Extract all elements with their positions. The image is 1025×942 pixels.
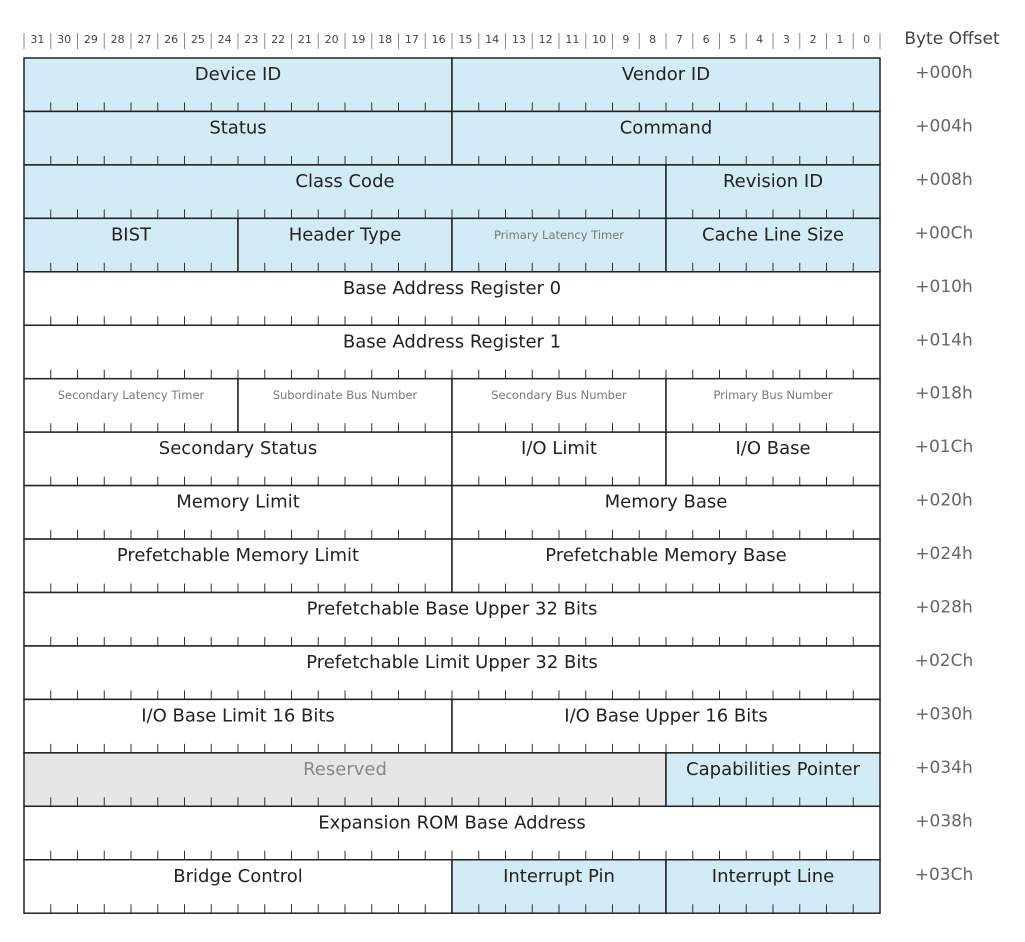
bit-number: 8 — [649, 33, 656, 46]
byte-offset: +034h — [915, 758, 972, 778]
bit-number: 19 — [351, 33, 365, 46]
bit-number: 22 — [271, 33, 285, 46]
field-label: Bridge Control — [173, 866, 302, 887]
field-label: Reserved — [303, 759, 387, 780]
byte-offset: +000h — [915, 63, 972, 83]
field-label: Memory Limit — [176, 492, 300, 513]
byte-offset: +00Ch — [915, 223, 974, 243]
field-label: Cache Line Size — [702, 224, 844, 245]
byte-offset: +030h — [915, 704, 972, 724]
byte-offset: +018h — [915, 384, 972, 404]
field-label: BIST — [111, 224, 152, 245]
bit-number: 11 — [565, 33, 579, 46]
bit-number: 24 — [218, 33, 232, 46]
bit-number: 14 — [485, 33, 499, 46]
field-label: Interrupt Pin — [503, 866, 615, 887]
field-label: Base Address Register 0 — [343, 278, 561, 299]
byte-offset: +004h — [915, 116, 972, 136]
field-label: I/O Base Upper 16 Bits — [564, 705, 767, 726]
field-label: Memory Base — [605, 492, 728, 513]
byte-offset: +038h — [915, 811, 972, 831]
field-label: Command — [620, 117, 713, 138]
bit-number: 0 — [863, 33, 870, 46]
field-label: I/O Limit — [521, 438, 597, 459]
field-label: Expansion ROM Base Address — [318, 812, 586, 833]
bit-number: 27 — [137, 33, 151, 46]
bit-number: 31 — [30, 33, 44, 46]
field-label: Status — [209, 117, 266, 138]
field-label: Prefetchable Limit Upper 32 Bits — [306, 652, 598, 673]
bit-number: 17 — [405, 33, 419, 46]
bit-number: 15 — [458, 33, 472, 46]
byte-offset: +008h — [915, 170, 972, 190]
bit-number: 13 — [512, 33, 526, 46]
field-label: Primary Latency Timer — [494, 228, 624, 242]
bit-number: 28 — [111, 33, 125, 46]
field-label: Interrupt Line — [712, 866, 834, 887]
bit-number: 18 — [378, 33, 392, 46]
bit-number: 30 — [57, 33, 71, 46]
byte-offset: +01Ch — [915, 437, 974, 457]
byte-offset: +024h — [915, 544, 972, 564]
byte-offset: +02Ch — [915, 651, 974, 671]
byte-offset: +010h — [915, 277, 972, 297]
bit-number: 5 — [729, 33, 736, 46]
field-label: Secondary Latency Timer — [58, 388, 205, 402]
field-label: Prefetchable Memory Limit — [117, 545, 359, 566]
byte-offset: +020h — [915, 491, 972, 511]
field-label: Base Address Register 1 — [343, 331, 561, 352]
bit-number: 26 — [164, 33, 178, 46]
field-label: Secondary Status — [159, 438, 317, 459]
bit-number: 10 — [592, 33, 606, 46]
bit-number: 3 — [783, 33, 790, 46]
bit-number: 16 — [432, 33, 446, 46]
bit-number: 6 — [703, 33, 710, 46]
byte-offset: +014h — [915, 330, 972, 350]
field-label: Header Type — [289, 224, 402, 245]
offset-heading: Byte Offset — [904, 29, 1000, 49]
field-label: Revision ID — [723, 171, 823, 192]
field-label: I/O Base Limit 16 Bits — [141, 705, 335, 726]
bit-number: 25 — [191, 33, 205, 46]
bit-number: 21 — [298, 33, 312, 46]
bit-number: 12 — [539, 33, 553, 46]
bit-number: 9 — [622, 33, 629, 46]
bit-number: 23 — [244, 33, 258, 46]
byte-offset: +03Ch — [915, 865, 974, 885]
field-label: Device ID — [195, 64, 281, 85]
field-label: I/O Base — [735, 438, 810, 459]
field-label: Secondary Bus Number — [491, 388, 627, 402]
field-label: Subordinate Bus Number — [273, 388, 418, 402]
field-label: Primary Bus Number — [713, 388, 832, 402]
bit-number: 1 — [836, 33, 843, 46]
field-label: Vendor ID — [622, 64, 710, 85]
field-label: Class Code — [295, 171, 394, 192]
field-label: Prefetchable Base Upper 32 Bits — [307, 599, 598, 620]
byte-offset: +028h — [915, 598, 972, 618]
bit-number: 7 — [676, 33, 683, 46]
bit-number: 29 — [84, 33, 98, 46]
bit-number: 4 — [756, 33, 763, 46]
field-label: Capabilities Pointer — [686, 759, 860, 780]
bit-number: 20 — [325, 33, 339, 46]
bit-number: 2 — [810, 33, 817, 46]
field-label: Prefetchable Memory Base — [545, 545, 786, 566]
